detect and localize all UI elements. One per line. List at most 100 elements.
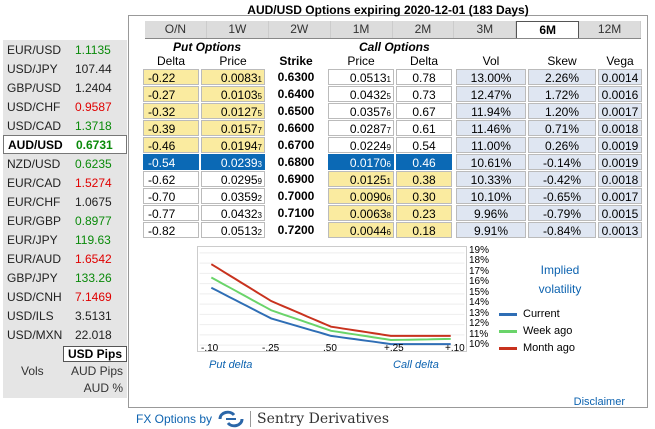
vega[interactable]: 0.0013: [598, 222, 642, 238]
skew[interactable]: 0.71%: [528, 120, 596, 136]
put-price[interactable]: 0.03592: [201, 188, 265, 204]
tenor-tab-2w[interactable]: 2W: [269, 21, 331, 38]
vol[interactable]: 10.61%: [456, 154, 526, 170]
put-price[interactable]: 0.02959: [201, 171, 265, 187]
tenor-tab-3m[interactable]: 3M: [454, 21, 517, 38]
tenor-tab-1m[interactable]: 1M: [331, 21, 393, 38]
call-price[interactable]: 0.04325: [328, 86, 394, 102]
vega[interactable]: 0.0019: [598, 137, 642, 153]
skew[interactable]: 2.26%: [528, 69, 596, 85]
skew[interactable]: -0.65%: [528, 188, 596, 204]
pair-row-usd-cad[interactable]: USD/CAD 1.3718: [3, 116, 127, 135]
call-delta[interactable]: 0.61: [396, 120, 452, 136]
put-delta[interactable]: -0.22: [143, 69, 199, 85]
call-delta[interactable]: 0.23: [396, 205, 452, 221]
vega[interactable]: 0.0015: [598, 205, 642, 221]
vega[interactable]: 0.0018: [598, 171, 642, 187]
pair-row-eur-jpy[interactable]: EUR/JPY 119.63: [3, 230, 127, 249]
pair-row-eur-gbp[interactable]: EUR/GBP 0.8977: [3, 211, 127, 230]
vol[interactable]: 10.10%: [456, 188, 526, 204]
call-delta[interactable]: 0.30: [396, 188, 452, 204]
skew[interactable]: 1.20%: [528, 103, 596, 119]
put-price[interactable]: 0.05132: [201, 222, 265, 238]
put-delta[interactable]: -0.46: [143, 137, 199, 153]
vega[interactable]: 0.0019: [598, 154, 642, 170]
call-delta[interactable]: 0.67: [396, 103, 452, 119]
put-price[interactable]: 0.02393: [201, 154, 265, 170]
vol[interactable]: 13.00%: [456, 69, 526, 85]
skew[interactable]: 1.72%: [528, 86, 596, 102]
put-price[interactable]: 0.00831: [201, 69, 265, 85]
pair-row-usd-chf[interactable]: USD/CHF 0.9587: [3, 97, 127, 116]
tenor-tab-2m[interactable]: 2M: [393, 21, 455, 38]
put-delta[interactable]: -0.77: [143, 205, 199, 221]
put-delta[interactable]: -0.32: [143, 103, 199, 119]
pair-row-usd-jpy[interactable]: USD/JPY 107.44: [3, 59, 127, 78]
call-delta[interactable]: 0.46: [396, 154, 452, 170]
vega[interactable]: 0.0017: [598, 103, 642, 119]
put-delta[interactable]: -0.70: [143, 188, 199, 204]
vol[interactable]: 11.46%: [456, 120, 526, 136]
pair-row-eur-aud[interactable]: EUR/AUD 1.6542: [3, 249, 127, 268]
call-price[interactable]: 0.01251: [328, 171, 394, 187]
skew[interactable]: -0.84%: [528, 222, 596, 238]
put-price[interactable]: 0.01275: [201, 103, 265, 119]
call-delta[interactable]: 0.78: [396, 69, 452, 85]
unit-aud-percent[interactable]: AUD %: [83, 381, 123, 395]
vol[interactable]: 12.47%: [456, 86, 526, 102]
call-price[interactable]: 0.05131: [328, 69, 394, 85]
tenor-tab-12m[interactable]: 12M: [579, 21, 641, 38]
call-delta[interactable]: 0.73: [396, 86, 452, 102]
vol[interactable]: 11.94%: [456, 103, 526, 119]
vega[interactable]: 0.0016: [598, 86, 642, 102]
skew[interactable]: 0.26%: [528, 137, 596, 153]
call-delta[interactable]: 0.54: [396, 137, 452, 153]
pair-row-nzd-usd[interactable]: NZD/USD 0.6235: [3, 154, 127, 173]
put-price[interactable]: 0.01577: [201, 120, 265, 136]
tenor-tab-1w[interactable]: 1W: [207, 21, 269, 38]
put-delta[interactable]: -0.62: [143, 171, 199, 187]
pair-row-usd-cnh[interactable]: USD/CNH 7.1469: [3, 287, 127, 306]
skew[interactable]: -0.79%: [528, 205, 596, 221]
tenor-tab-on[interactable]: O/N: [145, 21, 207, 38]
call-price[interactable]: 0.02877: [328, 120, 394, 136]
put-delta[interactable]: -0.39: [143, 120, 199, 136]
unit-usd-pips[interactable]: USD Pips: [63, 346, 127, 362]
vega[interactable]: 0.0018: [598, 120, 642, 136]
call-price[interactable]: 0.01706: [328, 154, 394, 170]
call-price[interactable]: 0.00446: [328, 222, 394, 238]
call-price[interactable]: 0.00638: [328, 205, 394, 221]
call-delta-value: 0.38: [412, 173, 436, 187]
unit-aud-pips[interactable]: AUD Pips: [70, 364, 123, 378]
vega[interactable]: 0.0017: [598, 188, 642, 204]
call-price[interactable]: 0.00906: [328, 188, 394, 204]
vol[interactable]: 10.33%: [456, 171, 526, 187]
put-price[interactable]: 0.01035: [201, 86, 265, 102]
vol[interactable]: 9.91%: [456, 222, 526, 238]
pair-row-eur-usd[interactable]: EUR/USD 1.1135: [3, 40, 127, 59]
vol[interactable]: 9.96%: [456, 205, 526, 221]
skew[interactable]: -0.42%: [528, 171, 596, 187]
pair-row-gbp-usd[interactable]: GBP/USD 1.2404: [3, 78, 127, 97]
put-delta[interactable]: -0.27: [143, 86, 199, 102]
vol[interactable]: 11.00%: [456, 137, 526, 153]
pair-row-eur-chf[interactable]: EUR/CHF 1.0675: [3, 192, 127, 211]
put-delta[interactable]: -0.54: [143, 154, 199, 170]
call-price[interactable]: 0.03576: [328, 103, 394, 119]
pair-row-gbp-jpy[interactable]: GBP/JPY 133.26: [3, 268, 127, 287]
put-delta[interactable]: -0.82: [143, 222, 199, 238]
skew[interactable]: -0.14%: [528, 154, 596, 170]
tenor-tab-6m[interactable]: 6M: [516, 21, 580, 38]
pair-row-eur-cad[interactable]: EUR/CAD 1.5274: [3, 173, 127, 192]
put-price[interactable]: 0.01947: [201, 137, 265, 153]
pair-row-usd-mxn[interactable]: USD/MXN 22.018: [3, 325, 127, 344]
call-price[interactable]: 0.02249: [328, 137, 394, 153]
pair-row-usd-ils[interactable]: USD/ILS 3.5131: [3, 306, 127, 325]
vega[interactable]: 0.0014: [598, 69, 642, 85]
put-price[interactable]: 0.04323: [201, 205, 265, 221]
call-delta[interactable]: 0.18: [396, 222, 452, 238]
disclaimer-link[interactable]: Disclaimer: [573, 396, 625, 408]
call-delta[interactable]: 0.38: [396, 171, 452, 187]
legend-swatch: [499, 330, 517, 333]
pair-row-aud-usd[interactable]: AUD/USD 0.6731: [3, 135, 127, 154]
